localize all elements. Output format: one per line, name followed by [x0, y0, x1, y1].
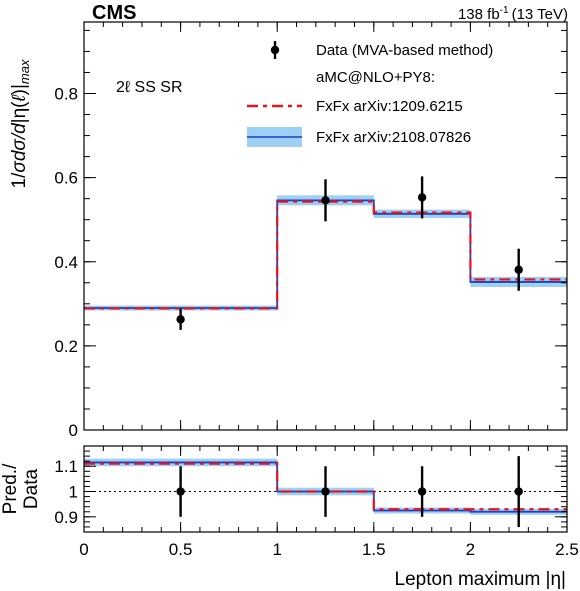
experiment-label: CMS — [92, 2, 136, 24]
main-prediction-lines — [84, 199, 567, 310]
y-tick-label: 0.2 — [54, 337, 78, 356]
legend-group-label: aMC@NLO+PY8: — [316, 69, 435, 86]
main-frame — [83, 21, 568, 431]
main-panel: 0 0.2 0.4 0.6 0.8 2ℓ SS SR 1/σdσ/d|η(ℓ)|max — [9, 21, 568, 440]
x-tick-label: 0.5 — [169, 540, 193, 559]
y-tick-label: 0.8 — [54, 85, 78, 104]
data-point — [176, 315, 185, 324]
y-tick-label: 0.4 — [54, 253, 78, 272]
main-axes: 0 0.2 0.4 0.6 0.8 — [54, 22, 568, 440]
ratio-prediction-lines — [84, 461, 567, 513]
ratio-axes: 0 0.5 1 1.5 2 2.5 0.9 1 1.1 — [54, 445, 579, 559]
legend-label-fxfx-old: FxFx arXiv:1209.6215 — [316, 98, 463, 115]
legend-item-fxfx-new: FxFx arXiv:2108.07826 — [247, 127, 471, 147]
y-tick-label: 0.9 — [54, 508, 78, 527]
data-point — [417, 487, 427, 496]
legend-label-data: Data (MVA-based method) — [316, 42, 493, 59]
series-fxfx-old-line — [84, 200, 567, 310]
region-label: 2ℓ SS SR — [116, 79, 183, 96]
data-point — [176, 487, 185, 496]
data-point — [514, 487, 523, 496]
y-tick-label: 1 — [69, 483, 78, 502]
legend-item-fxfx-old: FxFx arXiv:1209.6215 — [247, 98, 463, 115]
x-tick-label: 0 — [79, 540, 88, 559]
data-point — [417, 193, 427, 202]
data-point — [321, 487, 330, 496]
y-tick-label: 0.6 — [54, 169, 78, 188]
ratio-panel: 0 0.5 1 1.5 2 2.5 0.9 1 1.1 Pred./Data Lepton ma… — [0, 445, 579, 590]
series-fxfx-old-line — [84, 462, 567, 511]
main-data-points — [176, 176, 523, 330]
luminosity-label: 138 fb-1 (13 TeV) — [458, 5, 568, 23]
main-y-axis-label: 1/σdσ/d|η(ℓ)|max — [9, 59, 32, 189]
ratio-frame — [83, 445, 568, 533]
ratio-data-points — [176, 456, 523, 527]
x-tick-label: 2.5 — [555, 540, 579, 559]
legend-item-data: Data (MVA-based method) — [270, 41, 493, 59]
data-point — [321, 196, 330, 205]
data-point — [514, 265, 523, 274]
y-tick-label: 0 — [69, 421, 78, 440]
x-tick-label: 1.5 — [362, 540, 386, 559]
y-tick-label: 1.1 — [54, 457, 78, 476]
ratio-y-axis-label: Pred./Data — [0, 463, 42, 514]
x-tick-label: 2 — [466, 540, 475, 559]
legend: Data (MVA-based method) aMC@NLO+PY8: FxF… — [247, 41, 493, 147]
legend-label-fxfx-new: FxFx arXiv:2108.07826 — [316, 129, 471, 146]
x-axis-label: Lepton maximum |η| — [395, 569, 566, 590]
x-tick-label: 1 — [272, 540, 281, 559]
